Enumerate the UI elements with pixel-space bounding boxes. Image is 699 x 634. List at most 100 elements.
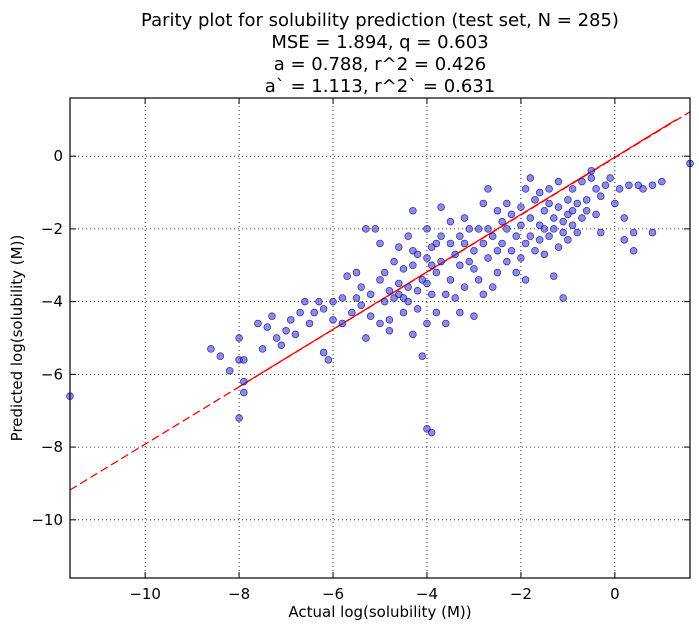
scatter-point: [207, 345, 215, 353]
scatter-point: [423, 319, 431, 328]
scatter-point: [385, 286, 394, 295]
scatter-point: [409, 330, 417, 339]
y-tick-label: −4: [41, 293, 63, 311]
scatter-point: [277, 341, 286, 350]
scatter-point: [366, 290, 375, 299]
scatter-point: [517, 221, 525, 230]
scatter-point: [488, 232, 497, 240]
scatter-point: [474, 225, 483, 233]
scatter-point: [343, 272, 351, 280]
scatter-point: [366, 312, 375, 320]
scatter-point: [442, 319, 450, 328]
scatter-point: [625, 181, 633, 190]
plot-frame: [69, 97, 691, 579]
scatter-point: [526, 174, 535, 182]
scatter-point: [376, 319, 384, 328]
scatter-point: [578, 214, 586, 222]
scatter-point: [597, 228, 605, 237]
scatter-point: [521, 239, 530, 248]
scatter-point: [413, 286, 422, 295]
scatter-point: [517, 254, 525, 262]
scatter-point: [493, 206, 502, 215]
y-tick-label: −6: [41, 365, 63, 383]
scatter-point: [531, 196, 539, 204]
scatter-point: [390, 257, 398, 266]
data-points: [66, 159, 694, 437]
title-line-2: MSE = 1.894, q = 0.603: [271, 32, 488, 53]
scatter-point: [456, 232, 464, 240]
scatter-point: [263, 323, 272, 331]
scatter-point: [235, 414, 243, 422]
x-tick-label: −8: [228, 585, 250, 603]
scatter-point: [493, 246, 502, 255]
scatter-point: [521, 185, 530, 193]
scatter-point: [540, 225, 549, 233]
scatter-point: [550, 272, 558, 280]
scatter-point: [578, 177, 586, 186]
scatter-point: [442, 290, 450, 299]
scatter-point: [296, 308, 304, 317]
scatter-point: [507, 246, 516, 255]
scatter-point: [319, 305, 328, 313]
scatter-point: [357, 301, 365, 310]
scatter-point: [550, 214, 558, 222]
scatter-point: [385, 316, 394, 324]
x-tick-labels: −10 −8 −6 −4 −2 0: [129, 585, 619, 603]
scatter-point: [395, 243, 403, 251]
scatter-point: [498, 239, 506, 248]
scatter-point: [582, 206, 591, 215]
scatter-point: [240, 377, 248, 386]
scatter-point: [484, 225, 492, 233]
x-tick-label: 0: [610, 585, 620, 603]
y-tick-labels: −10 −8 −6 −4 −2 0: [31, 147, 63, 529]
x-tick-label: −6: [322, 585, 344, 603]
y-tick-label: 0: [53, 147, 63, 165]
scatter-point: [423, 279, 431, 288]
scatter-point: [413, 305, 422, 313]
scatter-point: [362, 225, 370, 233]
scatter-point: [503, 199, 511, 208]
scatter-point: [601, 181, 610, 190]
scatter-point: [629, 228, 638, 237]
scatter-point: [235, 334, 243, 342]
axis-ticks: [70, 98, 690, 578]
scatter-point: [592, 210, 600, 219]
scatter-point: [568, 206, 577, 215]
scatter-point: [488, 283, 497, 291]
scatter-point: [380, 268, 389, 277]
scatter-point: [437, 257, 445, 266]
scatter-point: [404, 232, 412, 240]
scatter-point: [535, 188, 544, 197]
scatter-point: [423, 254, 431, 262]
scatter-point: [427, 261, 436, 270]
scatter-point: [315, 297, 323, 306]
scatter-point: [399, 308, 408, 317]
scatter-point: [301, 297, 309, 306]
scatter-point: [620, 214, 628, 222]
scatter-point: [319, 348, 328, 357]
scatter-point: [352, 294, 361, 302]
fit-lines: [69, 111, 691, 491]
scatter-point: [427, 290, 436, 299]
scatter-point: [606, 174, 614, 182]
scatter-point: [512, 232, 520, 240]
y-tick-label: −10: [31, 511, 63, 529]
scatter-point: [559, 228, 567, 237]
scatter-point: [531, 246, 539, 255]
scatter-point: [446, 217, 455, 226]
scatter-point: [399, 265, 408, 273]
scatter-point: [240, 356, 248, 364]
scatter-point: [437, 232, 445, 240]
scatter-point: [456, 261, 464, 270]
scatter-point: [465, 225, 473, 233]
title-line-1: Parity plot for solubility prediction (t…: [141, 10, 619, 31]
scatter-point: [554, 203, 563, 211]
scatter-point: [535, 236, 544, 244]
scatter-point: [432, 239, 441, 248]
scatter-point: [568, 185, 577, 193]
scatter-point: [413, 250, 422, 259]
title-line-4: a` = 1.113, r^2` = 0.631: [265, 76, 496, 97]
scatter-point: [456, 308, 464, 317]
scatter-point: [371, 225, 380, 233]
x-tick-label: −2: [510, 585, 532, 603]
